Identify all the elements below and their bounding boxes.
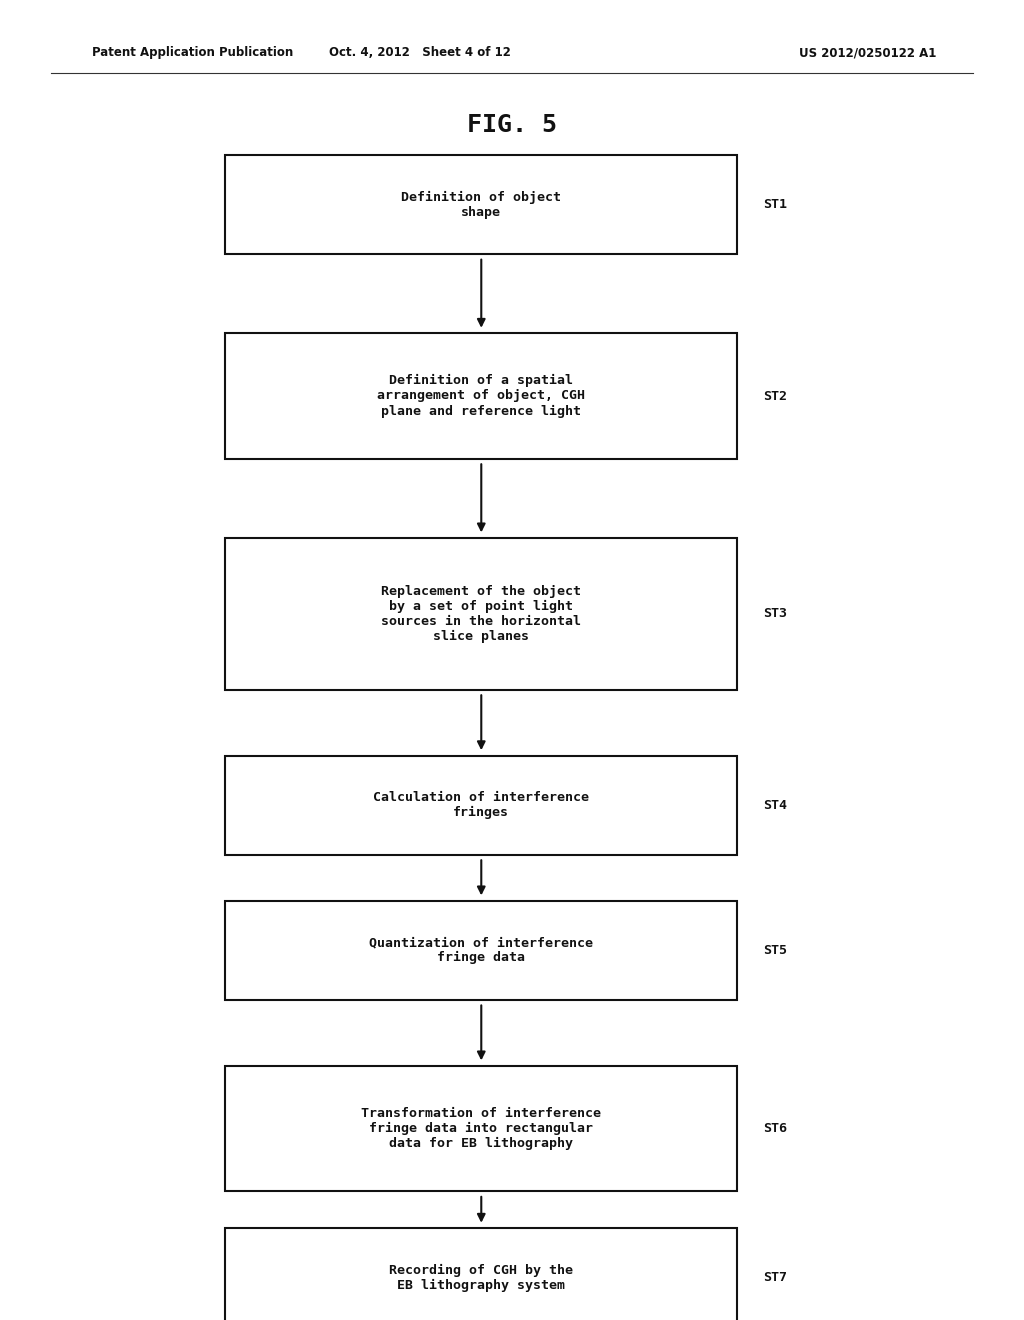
Text: Replacement of the object
by a set of point light
sources in the horizontal
slic: Replacement of the object by a set of po… xyxy=(381,585,582,643)
Text: FIG. 5: FIG. 5 xyxy=(467,114,557,137)
FancyBboxPatch shape xyxy=(225,334,737,459)
Text: ST7: ST7 xyxy=(763,1271,786,1284)
Text: Patent Application Publication: Patent Application Publication xyxy=(92,46,294,59)
Text: Transformation of interference
fringe data into rectangular
data for EB lithogra: Transformation of interference fringe da… xyxy=(361,1107,601,1150)
Text: ST1: ST1 xyxy=(763,198,786,211)
Text: ST4: ST4 xyxy=(763,799,786,812)
Text: Definition of object
shape: Definition of object shape xyxy=(401,190,561,219)
Text: ST2: ST2 xyxy=(763,389,786,403)
Text: Quantization of interference
fringe data: Quantization of interference fringe data xyxy=(370,936,593,965)
Text: Oct. 4, 2012   Sheet 4 of 12: Oct. 4, 2012 Sheet 4 of 12 xyxy=(329,46,511,59)
FancyBboxPatch shape xyxy=(225,156,737,253)
FancyBboxPatch shape xyxy=(225,1228,737,1320)
Text: Calculation of interference
fringes: Calculation of interference fringes xyxy=(374,791,589,820)
Text: ST6: ST6 xyxy=(763,1122,786,1135)
FancyBboxPatch shape xyxy=(225,900,737,1001)
Text: ST5: ST5 xyxy=(763,944,786,957)
FancyBboxPatch shape xyxy=(225,539,737,689)
Text: Recording of CGH by the
EB lithography system: Recording of CGH by the EB lithography s… xyxy=(389,1263,573,1292)
FancyBboxPatch shape xyxy=(225,755,737,855)
Text: Definition of a spatial
arrangement of object, CGH
plane and reference light: Definition of a spatial arrangement of o… xyxy=(377,375,586,417)
Text: US 2012/0250122 A1: US 2012/0250122 A1 xyxy=(799,46,936,59)
FancyBboxPatch shape xyxy=(225,1067,737,1191)
Text: ST3: ST3 xyxy=(763,607,786,620)
